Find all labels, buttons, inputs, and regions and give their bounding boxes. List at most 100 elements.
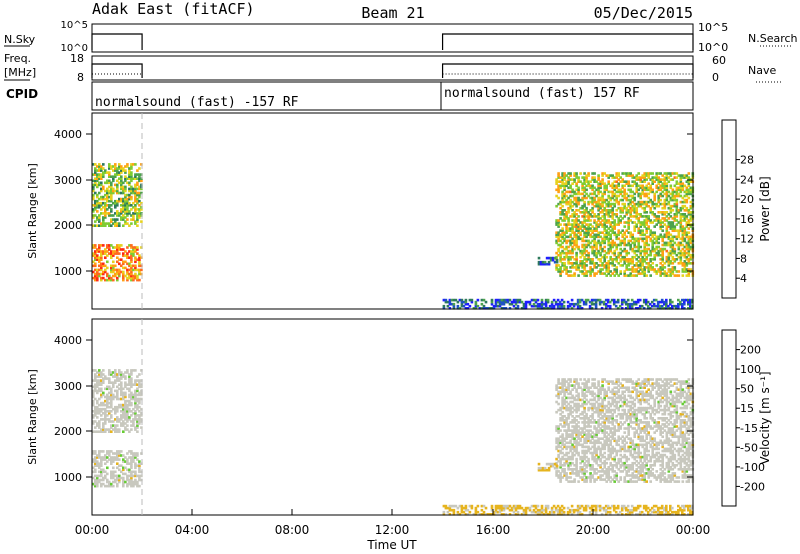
power-cell: [605, 274, 608, 277]
power-cell: [98, 260, 101, 264]
power-cell: [687, 262, 691, 265]
velocity-cell: [118, 430, 121, 433]
power-cell: [599, 198, 602, 202]
power-cell: [136, 252, 139, 255]
velocity-cell: [575, 394, 578, 398]
power-cell: [599, 184, 602, 188]
power-cell: [623, 196, 626, 200]
power-cell: [583, 225, 586, 228]
power-cell: [555, 221, 558, 224]
power-cell: [599, 211, 602, 214]
power-cell: [578, 300, 582, 304]
power-cell: [641, 221, 644, 224]
power-cell: [112, 252, 115, 255]
power-cell: [124, 169, 127, 172]
power-cell: [658, 307, 662, 310]
power-cell: [653, 219, 656, 222]
velocity-cell: [476, 504, 480, 508]
velocity-cell: [110, 387, 113, 391]
power-cell: [585, 196, 588, 200]
power-cell: [629, 202, 632, 206]
velocity-cell: [120, 385, 123, 389]
power-cell: [595, 251, 598, 255]
power-cell: [675, 182, 679, 185]
power-cell: [665, 260, 669, 263]
power-cell: [589, 270, 592, 273]
velocity-cell: [110, 450, 113, 453]
velocity-cell: [122, 395, 125, 399]
velocity-cell: [597, 439, 600, 443]
velocity-cell: [126, 369, 129, 372]
power-cell: [597, 270, 600, 273]
power-cell: [128, 195, 131, 199]
velocity-cell: [589, 392, 592, 396]
power-cell: [140, 201, 143, 205]
power-cell: [657, 219, 660, 222]
power-cell: [100, 278, 103, 282]
power-cell: [110, 197, 113, 201]
power-cell: [575, 241, 578, 245]
power-cell: [565, 268, 568, 271]
power-cell: [587, 180, 590, 183]
power-cell: [573, 225, 576, 228]
power-cell: [657, 249, 660, 253]
power-cell: [98, 248, 101, 251]
power-cell: [583, 247, 586, 251]
power-cell: [665, 196, 669, 200]
power-cell: [685, 200, 689, 204]
power-cell: [96, 165, 99, 168]
power-cell: [651, 211, 654, 214]
power-cell: [597, 225, 600, 228]
power-cell: [591, 229, 594, 232]
velocity-cell: [626, 510, 630, 514]
power-cell: [679, 182, 683, 185]
power-cell: [621, 258, 624, 261]
power-cell: [100, 177, 103, 180]
velocity-cell: [480, 508, 484, 512]
power-cell: [639, 213, 642, 216]
velocity-cell: [516, 510, 520, 514]
power-cell: [677, 255, 681, 259]
velocity-cell: [642, 506, 646, 510]
velocity-cell: [92, 416, 95, 419]
power-cell: [106, 272, 109, 276]
power-cell: [661, 186, 664, 190]
power-cell: [671, 237, 675, 241]
velocity-cell: [599, 476, 602, 479]
power-cell: [120, 179, 123, 183]
velocity-cell: [579, 431, 582, 434]
power-cell: [124, 220, 127, 223]
power-cell: [633, 227, 636, 230]
power-cell: [136, 220, 139, 223]
power-cell: [474, 307, 478, 310]
velocity-cell: [126, 407, 129, 411]
power-cell: [665, 192, 669, 196]
velocity-cell: [603, 423, 606, 426]
power-cell: [657, 221, 660, 224]
power-cell: [571, 229, 574, 232]
velocity-cell: [126, 410, 129, 413]
power-cell: [571, 274, 574, 277]
power-cell: [603, 253, 606, 257]
velocity-cell: [573, 378, 576, 381]
power-cell: [92, 163, 95, 166]
power-cell: [120, 191, 123, 195]
velocity-cell: [617, 439, 620, 443]
velocity-cell: [605, 472, 608, 475]
power-cell: [583, 221, 586, 224]
velocity-cell: [593, 410, 596, 414]
power-cell: [128, 189, 131, 193]
power-cell: [140, 272, 143, 276]
velocity-cell: [592, 508, 596, 512]
power-cell: [563, 184, 566, 188]
velocity-cell: [578, 510, 582, 514]
power-cell: [128, 187, 131, 191]
velocity-cell: [130, 452, 133, 455]
power-cell: [603, 206, 606, 210]
power-cell: [591, 196, 594, 200]
velocity-cell: [140, 385, 143, 389]
power-cell: [557, 172, 560, 175]
power-cell: [635, 209, 638, 212]
power-cell: [583, 211, 586, 214]
velocity-cell: [671, 513, 674, 516]
